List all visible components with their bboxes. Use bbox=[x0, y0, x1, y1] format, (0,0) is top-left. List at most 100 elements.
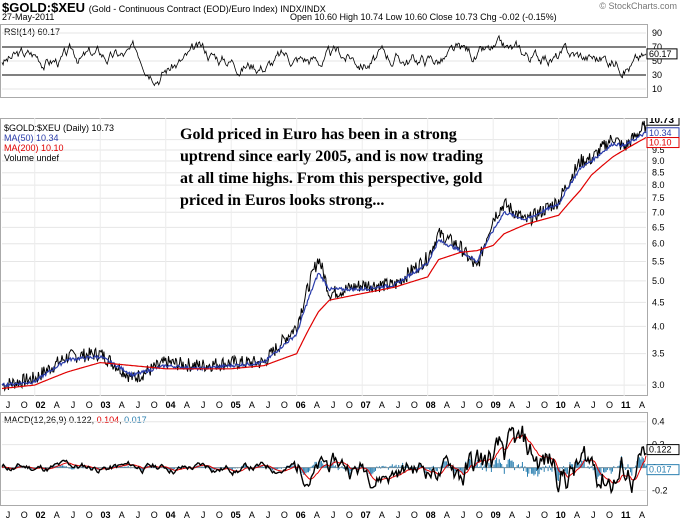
x-tick-label: J bbox=[136, 400, 141, 410]
x-tick-label: A bbox=[639, 400, 645, 410]
x-tick-label: 02 bbox=[36, 400, 46, 410]
x-tick-label: O bbox=[411, 510, 418, 520]
ohlc-summary: Open 10.60 High 10.74 Low 10.60 Close 10… bbox=[290, 12, 557, 22]
legend-ma200: MA(200) 10.10 bbox=[4, 143, 64, 153]
x-tick-label: J bbox=[201, 510, 206, 520]
legend-ma50: MA(50) 10.34 bbox=[4, 133, 59, 143]
macd-current-box bbox=[646, 444, 680, 456]
price-tick-label: 9.5 bbox=[652, 145, 665, 155]
macd-current-box bbox=[646, 464, 680, 476]
x-axis: J O 02 A J O 03 A J O 04 A J O 05 A J O 06 A J O 07 A J O 08 A J O 09 A… bbox=[6, 400, 645, 410]
x-axis-bottom: J O 02 A J O 03 A J O 04 A J O 05 A J O 06 A J O 07 A J O 08 A J O 09 A… bbox=[6, 510, 645, 520]
x-tick-label: J bbox=[526, 400, 531, 410]
price-tick-label: 6.0 bbox=[652, 239, 665, 249]
price-tick-label: 6.5 bbox=[652, 222, 665, 232]
x-tick-label: A bbox=[314, 400, 320, 410]
macd-tick-label: 0.4 bbox=[652, 417, 665, 427]
x-tick-label: O bbox=[151, 510, 158, 520]
macd-line bbox=[1, 425, 647, 495]
price-tick-label: 8.5 bbox=[652, 168, 665, 178]
macd-legend-prefix: MACD(12,26,9) bbox=[4, 415, 67, 425]
x-tick-label: J bbox=[461, 400, 466, 410]
x-tick-label: O bbox=[151, 400, 158, 410]
x-tick-label: O bbox=[606, 400, 613, 410]
price-tick-label: 3.0 bbox=[652, 380, 665, 390]
rsi-panel bbox=[0, 24, 648, 98]
x-tick-label: J bbox=[266, 400, 271, 410]
rsi-tick-label: 70 bbox=[652, 42, 662, 52]
x-tick-label: A bbox=[639, 510, 645, 520]
x-tick-label: 09 bbox=[491, 510, 501, 520]
macd-legend-macd: 0.122 bbox=[69, 415, 92, 425]
x-tick-label: O bbox=[476, 400, 483, 410]
x-tick-label: O bbox=[216, 400, 223, 410]
macd-legend-hist: 0.017 bbox=[124, 415, 147, 425]
price-current-label: 10.10 bbox=[649, 138, 672, 148]
price-tick-label: 4.0 bbox=[652, 321, 665, 331]
price-tick-label: 9.0 bbox=[652, 156, 665, 166]
price-tick-label: 5.5 bbox=[652, 256, 665, 266]
price-legend: $GOLD:$XEU (Daily) 10.73 MA(50) 10.34 MA… bbox=[4, 123, 114, 163]
x-tick-label: 09 bbox=[491, 400, 501, 410]
price-tick-label: 8.0 bbox=[652, 180, 665, 190]
x-tick-label: J bbox=[396, 400, 401, 410]
x-tick-label: A bbox=[314, 510, 320, 520]
price-tick-label: 3.5 bbox=[652, 349, 665, 359]
macd-legend: MACD(12,26,9) 0.122, 0.104, 0.017 bbox=[4, 415, 147, 425]
x-tick-label: 06 bbox=[296, 510, 306, 520]
macd-signal-line bbox=[1, 434, 647, 484]
x-tick-label: O bbox=[21, 510, 28, 520]
x-tick-label: O bbox=[86, 400, 93, 410]
x-tick-label: A bbox=[249, 510, 255, 520]
rsi-current-box bbox=[646, 48, 678, 60]
price-panel bbox=[0, 118, 648, 396]
rsi-tick-label: 50 bbox=[652, 56, 662, 66]
x-tick-label: O bbox=[281, 400, 288, 410]
x-tick-label: A bbox=[509, 510, 515, 520]
x-tick-label: J bbox=[201, 400, 206, 410]
x-tick-label: O bbox=[86, 510, 93, 520]
x-tick-label: O bbox=[21, 400, 28, 410]
x-tick-label: 04 bbox=[166, 510, 176, 520]
chart-header: $GOLD:$XEU (Gold - Continuous Contract (… bbox=[2, 0, 326, 15]
x-tick-label: 11 bbox=[621, 400, 631, 410]
x-tick-label: 10 bbox=[556, 400, 566, 410]
x-tick-label: 10 bbox=[556, 510, 566, 520]
rsi-line bbox=[1, 34, 647, 87]
rsi-tick-label: 10 bbox=[652, 84, 662, 94]
x-tick-label: J bbox=[396, 510, 401, 520]
x-tick-label: 04 bbox=[166, 400, 176, 410]
symbol-title: $GOLD:$XEU bbox=[2, 0, 86, 15]
rsi-legend: RSI(14) 60.17 bbox=[4, 27, 60, 37]
x-tick-label: J bbox=[331, 510, 336, 520]
rsi-tick-label: 30 bbox=[652, 70, 662, 80]
x-tick-label: 05 bbox=[231, 510, 241, 520]
x-tick-label: A bbox=[119, 400, 125, 410]
chart-annotation: Gold priced in Euro has been in a strong… bbox=[180, 126, 483, 209]
x-tick-label: 03 bbox=[101, 510, 111, 520]
macd-current-label: 0.017 bbox=[649, 465, 672, 475]
x-tick-label: 07 bbox=[361, 510, 371, 520]
chart-date: 27-May-2011 bbox=[2, 12, 55, 22]
x-tick-label: A bbox=[249, 400, 255, 410]
price-current-box bbox=[646, 118, 680, 126]
x-tick-label: O bbox=[216, 510, 223, 520]
x-tick-label: A bbox=[444, 510, 450, 520]
x-tick-label: O bbox=[541, 510, 548, 520]
ma50-line bbox=[1, 131, 647, 388]
stockcharts-watermark: © StockCharts.com bbox=[599, 1, 677, 11]
rsi-legend-text: RSI(14) 60.17 bbox=[4, 27, 61, 37]
x-tick-label: 03 bbox=[101, 400, 111, 410]
x-tick-label: J bbox=[266, 510, 271, 520]
x-tick-label: A bbox=[379, 510, 385, 520]
x-tick-label: A bbox=[119, 510, 125, 520]
rsi-current-label: 60.17 bbox=[649, 49, 672, 59]
x-tick-label: A bbox=[184, 400, 190, 410]
x-tick-label: O bbox=[606, 510, 613, 520]
x-tick-label: A bbox=[444, 400, 450, 410]
x-tick-label: O bbox=[346, 400, 353, 410]
macd-legend-signal: 0.104 bbox=[96, 415, 120, 425]
price-current-label: 10.73 bbox=[649, 118, 674, 126]
price-current-label: 10.34 bbox=[649, 128, 672, 138]
price-tick-label: 7.5 bbox=[652, 193, 665, 203]
